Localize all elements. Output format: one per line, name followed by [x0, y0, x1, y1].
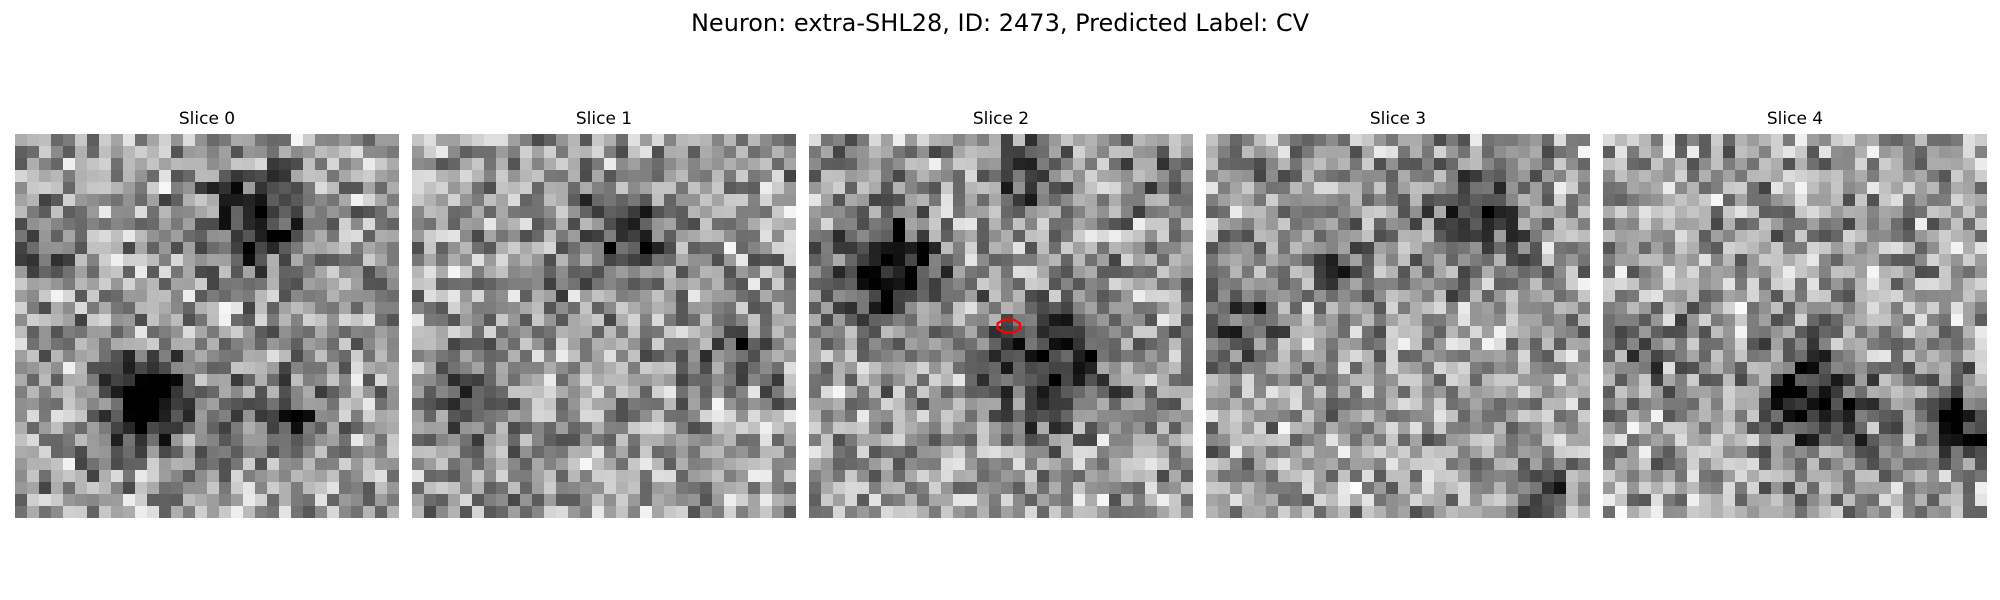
slice-panel-1: Slice 1 [412, 108, 796, 518]
slice-image-0 [15, 134, 399, 518]
slice-title-3: Slice 3 [1369, 109, 1427, 129]
slice-panel-0: Slice 0 [15, 108, 399, 518]
slice-title-1: Slice 1 [575, 109, 633, 129]
slice-image-4 [1603, 134, 1987, 518]
slice-title-2: Slice 2 [972, 109, 1030, 129]
slice-panel-3: Slice 3 [1206, 108, 1590, 518]
slice-panel-2: Slice 2 [809, 108, 1193, 518]
slice-panel-4: Slice 4 [1603, 108, 1987, 518]
slice-image-1 [412, 134, 796, 518]
slice-image-3 [1206, 134, 1590, 518]
slice-title-4: Slice 4 [1766, 109, 1824, 129]
slice-image-2 [809, 134, 1193, 518]
slice-title-0: Slice 0 [178, 109, 236, 129]
figure-title: Neuron: extra-SHL28, ID: 2473, Predicted… [690, 9, 1310, 37]
